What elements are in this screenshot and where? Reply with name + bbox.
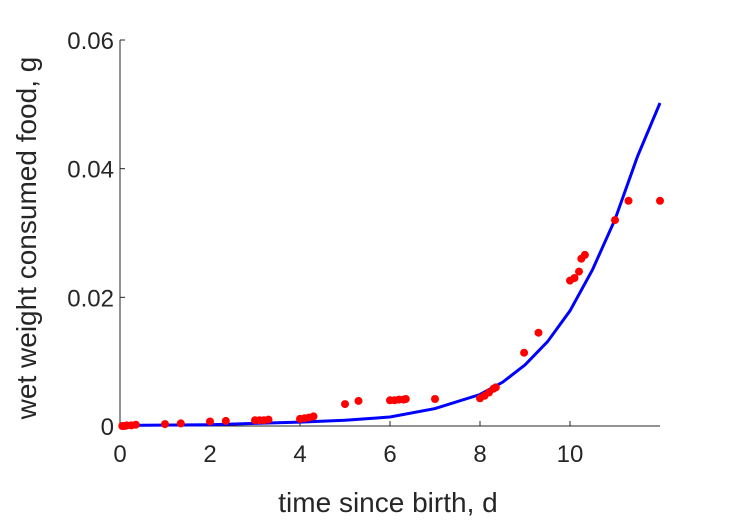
y-axis-label: wet weight consumed food, g — [11, 57, 42, 421]
x-tick-label: 6 — [383, 441, 396, 468]
data-point — [206, 417, 214, 426]
series-layer — [118, 102, 664, 430]
data-point — [161, 420, 169, 429]
data-point — [309, 412, 318, 421]
data-point — [624, 196, 633, 205]
data-point — [611, 216, 619, 225]
y-tick-label: 0.02 — [67, 285, 114, 312]
data-point — [580, 250, 589, 259]
x-tick-label: 2 — [203, 441, 216, 468]
data-point — [570, 274, 579, 282]
data-point — [656, 196, 664, 205]
data-point — [520, 348, 529, 357]
data-point — [264, 415, 273, 424]
data-point — [575, 267, 583, 276]
data-point — [491, 383, 500, 392]
x-ticks: 0 2 4 6 8 10 — [113, 421, 583, 468]
x-axis-label: time since birth, d — [278, 487, 497, 518]
data-point — [401, 395, 410, 403]
y-tick-label: 0.04 — [67, 157, 114, 184]
data-point — [176, 419, 185, 428]
x-tick-label: 4 — [293, 441, 306, 468]
fit-curve — [119, 102, 662, 427]
plot-area: 0 0.02 0.04 0.06 0 2 4 6 8 10 — [67, 28, 664, 468]
x-tick-label: 0 — [113, 441, 126, 468]
y-tick-label: 0.06 — [67, 28, 114, 55]
data-point — [221, 416, 230, 425]
y-tick-label: 0 — [101, 414, 114, 441]
data-point — [341, 400, 349, 409]
data-point — [354, 396, 363, 405]
data-point — [431, 395, 439, 403]
x-tick-label: 8 — [473, 441, 486, 468]
x-tick-label: 10 — [557, 441, 584, 468]
data-point — [534, 328, 543, 337]
y-ticks: 0 0.02 0.04 0.06 — [67, 28, 125, 441]
data-point — [131, 420, 140, 429]
